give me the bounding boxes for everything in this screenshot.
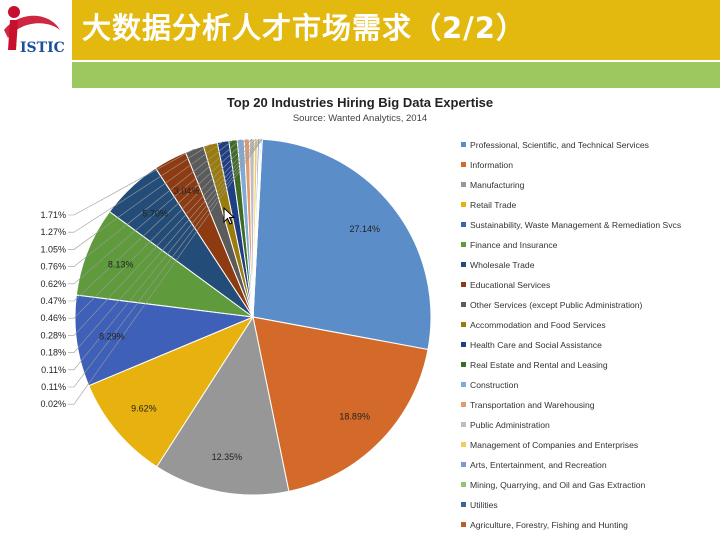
- slice-value-label: 5.70%: [142, 209, 168, 219]
- legend-swatch: [461, 502, 466, 507]
- chart-title: Top 20 Industries Hiring Big Data Expert…: [227, 95, 493, 110]
- legend-label: Other Services (except Public Administra…: [470, 300, 643, 310]
- legend-swatch: [461, 402, 466, 407]
- leader-line: [68, 139, 241, 285]
- logo-text: ISTIC: [20, 40, 65, 56]
- slice-value-label: 9.62%: [131, 404, 157, 414]
- leader-line: [68, 138, 253, 319]
- leader-line: [68, 141, 224, 250]
- chart-subtitle: Source: Wanted Analytics, 2014: [293, 113, 427, 124]
- accent-bar: [72, 62, 720, 88]
- legend-label: Management of Companies and Enterprises: [470, 440, 638, 450]
- legend-swatch: [461, 342, 466, 347]
- istic-logo-icon: ISTIC: [4, 6, 65, 56]
- legend-swatch: [461, 302, 466, 307]
- leader-line: [68, 143, 211, 233]
- legend-swatch: [461, 242, 466, 247]
- legend-swatch: [461, 262, 466, 267]
- slice-value-label: 0.76%: [40, 262, 66, 272]
- legend-swatch: [461, 202, 466, 207]
- legend-swatch: [461, 182, 466, 187]
- legend-label: Finance and Insurance: [470, 240, 558, 250]
- legend-label: Mining, Quarrying, and Oil and Gas Extra…: [470, 480, 646, 490]
- leader-line: [68, 139, 234, 267]
- legend-label: Real Estate and Rental and Leasing: [470, 360, 608, 370]
- pie-slice: [156, 315, 290, 496]
- legend-swatch: [461, 462, 466, 467]
- pie-slice: [252, 316, 429, 492]
- legend-label: Utilities: [470, 500, 498, 510]
- leader-line: [68, 138, 248, 302]
- mouse-pointer-icon: [223, 206, 236, 225]
- slice-value-label: 0.46%: [40, 313, 66, 323]
- pie-slice: [75, 210, 255, 318]
- legend-label: Public Administration: [470, 420, 550, 430]
- legend-label: Health Care and Social Assistance: [470, 340, 602, 350]
- legend-label: Construction: [470, 380, 518, 390]
- legend-swatch: [461, 362, 466, 367]
- legend-label: Arts, Entertainment, and Recreation: [470, 460, 607, 470]
- pie-slice: [88, 315, 255, 468]
- legend-label: Transportation and Warehousing: [470, 400, 595, 410]
- legend-swatch: [461, 422, 466, 427]
- slice-value-label: 0.28%: [40, 330, 66, 340]
- slice-value-label: 3.04%: [174, 186, 200, 196]
- legend-label: Agriculture, Forestry, Fishing and Hunti…: [470, 520, 628, 530]
- page-title: 大数据分析人才市场需求（2/2）: [82, 11, 526, 45]
- legend-swatch: [461, 442, 466, 447]
- header-bar: [0, 0, 720, 60]
- slice-value-label: 0.02%: [40, 399, 66, 409]
- slice-value-label: 8.29%: [99, 331, 125, 341]
- legend-label: Professional, Scientific, and Technical …: [470, 140, 649, 150]
- slice-value-label: 1.05%: [40, 244, 66, 254]
- pie-chart: Top 20 Industries Hiring Big Data Expert…: [0, 90, 720, 540]
- pie-slice: [252, 138, 432, 351]
- legend-label: Retail Trade: [470, 200, 517, 210]
- leader-line: [68, 139, 263, 405]
- legend-swatch: [461, 482, 466, 487]
- leader-line: [68, 138, 257, 336]
- legend-swatch: [461, 522, 466, 527]
- legend-label: Information: [470, 160, 513, 170]
- slice-value-label: 1.71%: [40, 210, 66, 220]
- legend-swatch: [461, 322, 466, 327]
- slice-value-label: 1.27%: [40, 227, 66, 237]
- legend-label: Educational Services: [470, 280, 550, 290]
- slice-value-label: 0.11%: [41, 365, 66, 375]
- slice-value-label: 12.35%: [212, 452, 243, 462]
- slice-value-label: 27.14%: [350, 224, 381, 234]
- slice-value-label: 0.47%: [40, 296, 66, 306]
- legend-label: Manufacturing: [470, 180, 525, 190]
- slice-value-label: 0.62%: [40, 279, 66, 289]
- slice-value-label: 0.11%: [41, 382, 66, 392]
- leader-line: [68, 138, 261, 371]
- legend-swatch: [461, 382, 466, 387]
- legend-swatch: [461, 162, 466, 167]
- legend-label: Sustainability, Waste Management & Remed…: [470, 220, 681, 230]
- legend-swatch: [461, 222, 466, 227]
- leader-line: [68, 148, 195, 216]
- slice-value-label: 8.13%: [108, 259, 134, 269]
- leader-line: [68, 138, 259, 353]
- legend-label: Accommodation and Food Services: [470, 320, 606, 330]
- legend-swatch: [461, 282, 466, 287]
- istic-logo: ISTIC: [0, 0, 72, 60]
- slice-value-label: 0.18%: [40, 348, 66, 358]
- leader-line: [68, 139, 262, 388]
- slice-value-label: 18.89%: [339, 412, 370, 422]
- legend-swatch: [461, 142, 466, 147]
- legend-label: Wholesale Trade: [470, 260, 535, 270]
